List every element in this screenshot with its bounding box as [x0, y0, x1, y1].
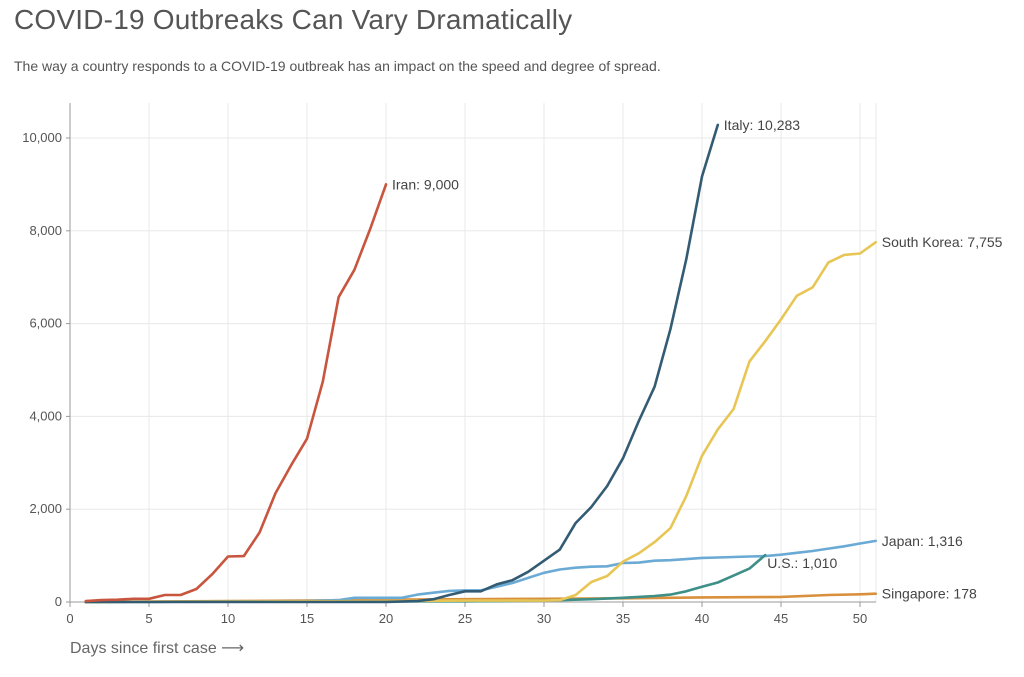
- grid: [70, 103, 877, 603]
- x-tick-label: 10: [221, 611, 235, 626]
- y-tick-label: 8,000: [29, 223, 62, 238]
- x-tick-label: 35: [616, 611, 630, 626]
- series-label-singapore: Singapore: 178: [882, 586, 977, 602]
- x-tick-label: 30: [537, 611, 551, 626]
- series-label-u-s: U.S.: 1,010: [767, 555, 837, 571]
- series-label-japan: Japan: 1,316: [882, 533, 963, 549]
- x-tick-label: 40: [695, 611, 709, 626]
- series-lines: [84, 123, 878, 604]
- y-tick-label: 10,000: [22, 130, 62, 145]
- series-line-u-s: [84, 553, 767, 604]
- x-tick-label: 25: [458, 611, 472, 626]
- chart-title: COVID-19 Outbreaks Can Vary Dramatically: [14, 4, 573, 35]
- x-tick-label: 50: [853, 611, 867, 626]
- series-label-italy: Italy: 10,283: [724, 117, 800, 133]
- series-line-iran: [84, 183, 388, 603]
- chart-subtitle: The way a country responds to a COVID-19…: [14, 58, 661, 74]
- x-tick-label: 0: [66, 611, 73, 626]
- y-tick-label: 6,000: [29, 316, 62, 331]
- x-tick-label: 45: [774, 611, 788, 626]
- series-label-south-korea: South Korea: 7,755: [882, 234, 1003, 250]
- series-line-south-korea: [84, 240, 878, 604]
- series-line-japan: [84, 539, 878, 604]
- y-tick-label: 0: [55, 594, 62, 609]
- series-line-italy: [84, 123, 720, 604]
- y-tick-label: 4,000: [29, 408, 62, 423]
- y-tick-label: 2,000: [29, 501, 62, 516]
- series-label-iran: Iran: 9,000: [392, 176, 459, 192]
- x-tick-label: 5: [145, 611, 152, 626]
- axes: 0 2,000 4,000 6,000 8,000 10,000 0 5 10 15 20 25 30 3…: [22, 103, 867, 626]
- series-labels: Iran: 9,000 Italy: 10,283 South Korea: 7,7…: [392, 117, 1003, 602]
- x-axis-label: Days since first case ⟶: [70, 640, 245, 657]
- x-tick-label: 20: [379, 611, 393, 626]
- x-tick-label: 15: [300, 611, 314, 626]
